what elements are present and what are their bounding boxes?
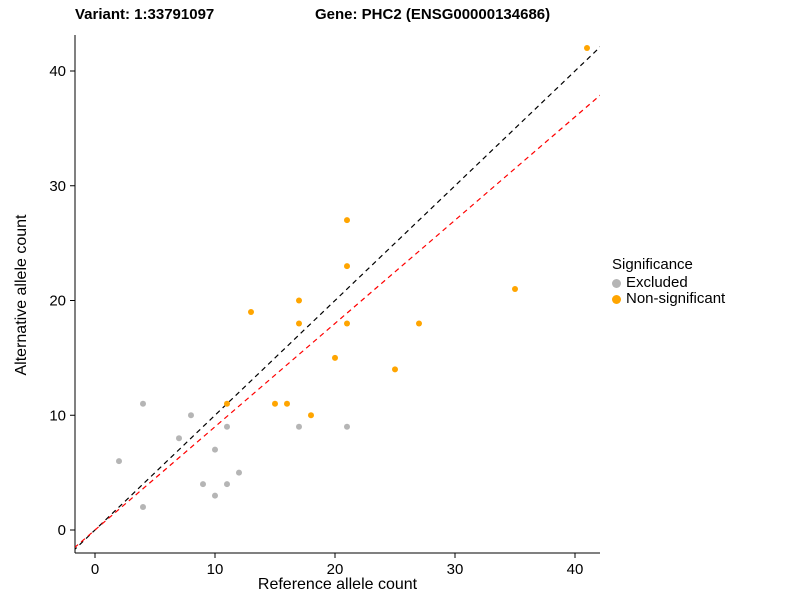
legend-label: Excluded xyxy=(626,274,688,291)
y-tick-label: 30 xyxy=(49,178,66,195)
y-tick-label: 0 xyxy=(58,522,66,539)
data-point-non-significant xyxy=(296,320,302,327)
legend: Significance Excluded Non-significant xyxy=(612,257,725,307)
data-point-non-significant xyxy=(344,217,350,224)
data-point-excluded xyxy=(140,400,146,407)
data-point-excluded xyxy=(188,412,194,419)
data-point-excluded xyxy=(224,423,230,430)
data-point-non-significant xyxy=(308,412,314,419)
data-point-non-significant xyxy=(224,400,230,407)
data-point-non-significant xyxy=(344,263,350,270)
x-tick-label: 40 xyxy=(567,561,584,578)
data-point-non-significant xyxy=(296,297,302,304)
data-point-excluded xyxy=(296,423,302,430)
y-tick-label: 20 xyxy=(49,293,66,310)
variant-title: Variant: 1:33791097 xyxy=(75,6,215,23)
data-point-excluded xyxy=(116,458,122,465)
data-point-excluded xyxy=(212,446,218,453)
y-tick-label: 10 xyxy=(49,407,66,424)
legend-label: Non-significant xyxy=(626,290,726,307)
x-axis-title: Reference allele count xyxy=(257,576,418,593)
legend-title: Significance xyxy=(612,256,693,273)
data-point-non-significant xyxy=(584,45,590,52)
y-tick-label: 40 xyxy=(49,63,66,80)
data-point-non-significant xyxy=(248,308,254,315)
legend-item-non-significant: Non-significant xyxy=(612,291,725,307)
x-tick-label: 0 xyxy=(91,561,99,578)
fit-line xyxy=(75,94,600,549)
x-tick-label: 30 xyxy=(447,561,464,578)
legend-item-excluded: Excluded xyxy=(612,275,725,291)
data-point-excluded xyxy=(212,492,218,499)
gene-title: Gene: PHC2 (ENSG00000134686) xyxy=(315,6,551,23)
data-point-non-significant xyxy=(344,320,350,327)
y-axis-title: Alternative allele count xyxy=(13,214,30,376)
identity-line xyxy=(75,46,600,550)
data-point-excluded xyxy=(236,469,242,476)
data-point-excluded xyxy=(140,504,146,511)
legend-dot xyxy=(612,294,621,304)
data-point-non-significant xyxy=(392,366,398,373)
data-point-excluded xyxy=(344,423,350,430)
data-point-excluded xyxy=(200,481,206,488)
data-point-excluded xyxy=(176,435,182,442)
legend-dot xyxy=(612,278,621,288)
data-point-excluded xyxy=(224,481,230,488)
data-point-non-significant xyxy=(272,400,278,407)
x-tick-label: 20 xyxy=(327,561,344,578)
data-point-non-significant xyxy=(512,286,518,293)
x-tick-label: 10 xyxy=(207,561,224,578)
data-point-non-significant xyxy=(332,354,338,361)
data-point-non-significant xyxy=(416,320,422,327)
data-point-non-significant xyxy=(284,400,290,407)
